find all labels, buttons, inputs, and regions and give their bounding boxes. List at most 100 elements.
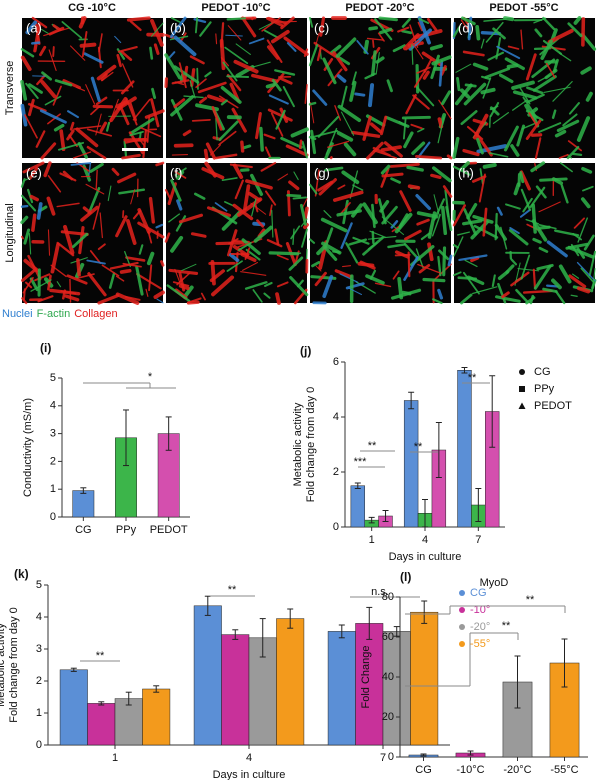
fiber [145, 288, 149, 297]
fiber [517, 268, 540, 272]
fiber [309, 101, 315, 124]
fiber [416, 218, 430, 226]
fiber [473, 224, 499, 239]
fiber [245, 179, 273, 190]
fiber [542, 16, 556, 31]
fiber [572, 152, 583, 156]
fiber [226, 229, 238, 257]
fiber [83, 52, 104, 64]
x-tick-label: PEDOT [150, 524, 188, 536]
fiber [126, 219, 137, 245]
fiber [151, 22, 164, 37]
stain-legend: F-actin [37, 308, 71, 320]
fiber [410, 123, 423, 130]
fiber [533, 264, 552, 290]
fiber [283, 36, 309, 56]
fiber [266, 238, 283, 248]
fiber [511, 80, 535, 90]
fiber [577, 217, 588, 243]
legend-marker [459, 607, 465, 613]
fiber [195, 78, 207, 89]
fiber [247, 191, 262, 202]
fiber [460, 88, 470, 99]
fiber [71, 232, 89, 249]
row-label: Longitudinal [4, 203, 16, 262]
fiber [138, 244, 144, 255]
fiber [218, 95, 239, 109]
fiber [290, 127, 309, 138]
fiber [303, 222, 309, 230]
fiber [371, 50, 377, 77]
fiber [37, 295, 54, 303]
stain-legend: Collagen [74, 308, 117, 320]
fiber [215, 33, 218, 45]
fiber [175, 215, 187, 232]
fiber [125, 256, 146, 262]
fiber [151, 87, 157, 100]
fiber [221, 177, 238, 182]
fiber [153, 290, 165, 299]
y-tick-label: 3 [50, 428, 56, 440]
fiber [20, 103, 28, 127]
fiber [70, 45, 86, 61]
fiber [87, 187, 101, 215]
fiber [279, 77, 293, 85]
fiber [547, 28, 574, 44]
fiber [417, 16, 431, 45]
fiber [337, 184, 346, 190]
fiber [452, 26, 461, 38]
fiber [539, 177, 568, 182]
fiber [453, 271, 462, 277]
fiber [568, 274, 587, 289]
fiber [227, 25, 242, 41]
fiber [573, 16, 582, 25]
fiber [63, 224, 75, 255]
fiber [472, 62, 489, 71]
fiber [20, 48, 35, 58]
fiber [338, 56, 351, 66]
fiber [115, 215, 128, 238]
fiber [417, 21, 423, 32]
micrograph-texture [164, 16, 309, 160]
legend-marker [459, 641, 465, 647]
bar [350, 485, 365, 528]
fiber [386, 79, 393, 93]
fiber [271, 78, 282, 92]
fiber [343, 142, 357, 157]
fiber [22, 276, 34, 294]
fiber [242, 261, 258, 271]
fiber [263, 29, 279, 39]
fiber [405, 93, 417, 115]
fiber [267, 16, 287, 25]
fiber [62, 170, 74, 181]
fiber [445, 205, 453, 232]
fiber [573, 217, 585, 229]
fiber [36, 202, 43, 220]
fiber [509, 227, 520, 235]
fiber [25, 20, 37, 35]
chart-panel-label: (j) [300, 344, 311, 358]
fiber [140, 127, 162, 138]
fiber [166, 284, 191, 303]
fiber [211, 275, 235, 297]
x-tick-label: 4 [246, 752, 252, 764]
x-tick-label: -20°C [503, 764, 531, 776]
y-tick-label: 5 [50, 372, 56, 384]
bar [114, 698, 143, 746]
fiber [401, 29, 413, 35]
fiber [237, 241, 252, 251]
fiber [270, 29, 290, 44]
fiber [206, 206, 232, 217]
fiber [550, 28, 558, 41]
fiber [417, 263, 441, 274]
fiber [446, 154, 453, 160]
legend-marker [519, 369, 525, 375]
fiber [170, 95, 195, 117]
fiber [211, 106, 223, 131]
fiber [482, 77, 492, 99]
fiber [53, 123, 65, 132]
fiber [352, 184, 364, 191]
fiber [46, 196, 56, 216]
